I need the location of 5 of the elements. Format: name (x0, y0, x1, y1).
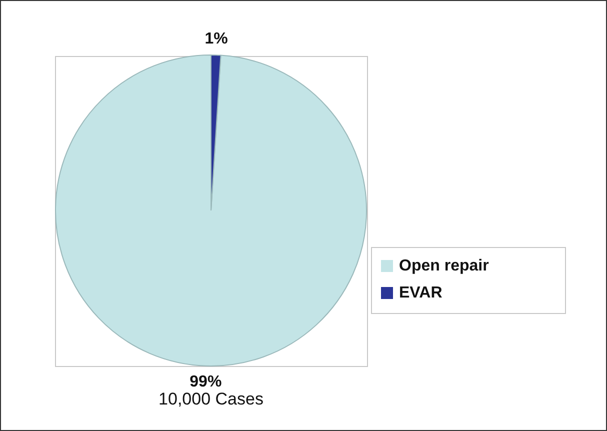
text: 10,000 Cases (158, 390, 264, 409)
legend-label: EVAR (399, 284, 443, 302)
data-label: 1% (204, 30, 228, 48)
legend-label: Open repair (399, 257, 489, 274)
data-label: 99% (190, 373, 222, 390)
